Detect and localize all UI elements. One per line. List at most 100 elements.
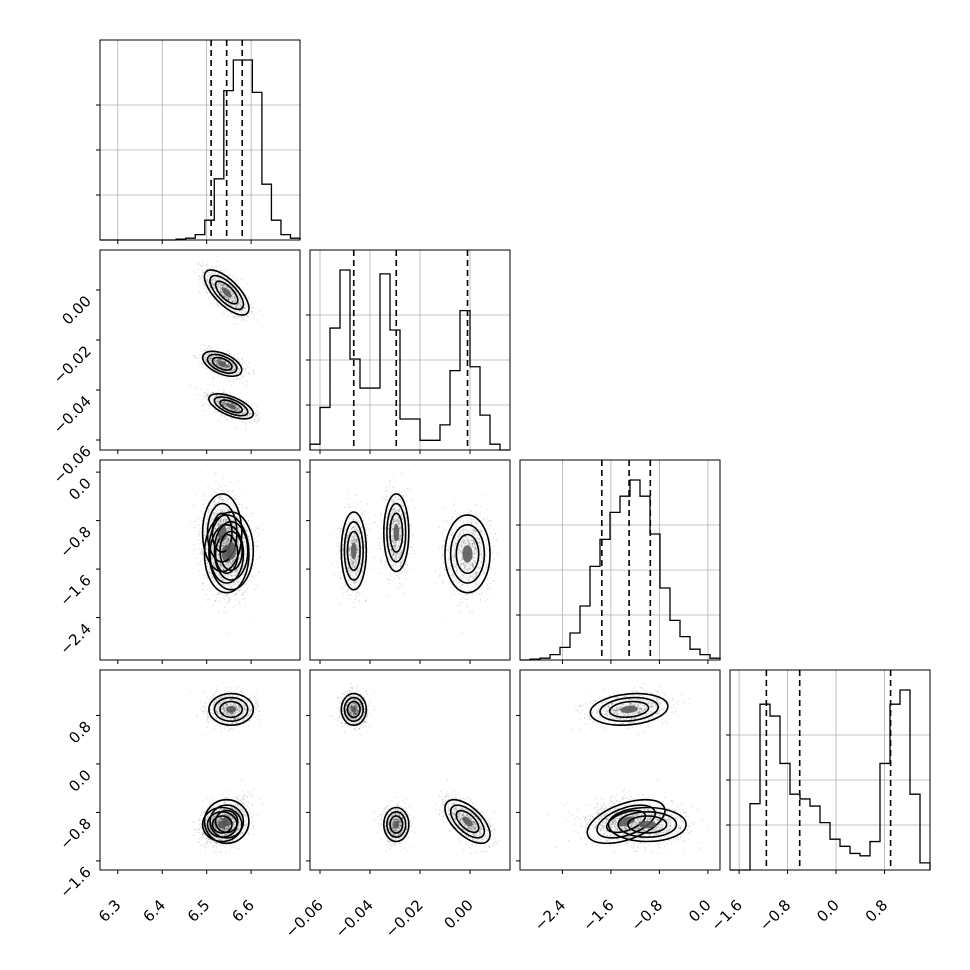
sample-point — [198, 291, 200, 293]
sample-point — [204, 495, 207, 497]
sample-point — [252, 306, 254, 308]
sample-point — [244, 412, 246, 414]
sample-point — [189, 384, 192, 387]
sample-point — [232, 518, 234, 520]
sample-point — [229, 379, 231, 381]
sample-point — [246, 306, 248, 308]
sample-point — [208, 573, 210, 575]
sample-point — [202, 283, 205, 285]
sample-point — [241, 382, 244, 384]
sample-point — [232, 300, 234, 302]
sample-point — [247, 371, 250, 374]
sample-point — [247, 400, 249, 403]
sample-point — [213, 403, 215, 406]
sample-point — [221, 284, 223, 287]
sample-point — [234, 409, 236, 411]
sample-point — [221, 349, 224, 351]
sample-point — [208, 271, 211, 274]
sample-point — [218, 277, 220, 279]
sample-point — [238, 297, 240, 299]
sample-point — [228, 365, 231, 368]
sample-point — [252, 408, 254, 410]
sample-point — [243, 320, 245, 322]
sample-point — [212, 282, 214, 284]
sample-point — [222, 597, 224, 599]
sample-point — [216, 597, 218, 599]
sample-point — [221, 292, 224, 294]
sample-point — [204, 356, 206, 358]
sample-point — [239, 299, 241, 302]
sample-point — [229, 304, 231, 306]
sample-point — [207, 565, 209, 568]
sample-point — [216, 304, 219, 306]
sample-point — [256, 415, 259, 417]
sample-point — [221, 293, 224, 296]
sample-point — [242, 367, 245, 369]
sample-point — [219, 282, 221, 284]
sample-point — [227, 306, 229, 309]
sample-point — [234, 306, 237, 308]
sample-point — [208, 296, 210, 299]
sample-point — [235, 373, 237, 376]
sample-point — [215, 279, 217, 281]
sample-point — [234, 301, 236, 303]
sample-point — [236, 589, 239, 592]
sample-point — [241, 358, 243, 361]
sample-point — [193, 504, 195, 507]
sample-point — [219, 287, 222, 289]
sample-point — [242, 377, 244, 379]
sample-point — [229, 408, 232, 410]
sample-point — [222, 284, 225, 286]
sample-point — [239, 301, 242, 303]
sample-point — [211, 278, 213, 281]
sample-point — [232, 310, 235, 312]
sample-point — [240, 304, 242, 306]
sample-point — [216, 402, 218, 404]
sample-point — [203, 585, 205, 587]
sample-point — [222, 286, 224, 288]
sample-point — [227, 490, 229, 492]
sample-point — [219, 288, 222, 290]
sample-point — [247, 579, 249, 582]
sample-point — [199, 354, 201, 356]
sample-point — [244, 547, 246, 550]
sample-point — [240, 309, 242, 312]
sample-point — [237, 295, 240, 297]
sample-point — [241, 309, 243, 311]
sample-point — [239, 310, 242, 312]
sample-point — [227, 610, 229, 613]
sample-point — [195, 272, 197, 274]
sample-point — [200, 276, 202, 279]
sample-point — [206, 278, 208, 281]
sample-point — [210, 574, 213, 576]
sample-point — [202, 271, 204, 273]
sample-point — [203, 493, 205, 495]
sample-point — [205, 548, 207, 550]
sample-point — [221, 269, 223, 271]
sample-point — [235, 291, 237, 294]
sample-point — [248, 361, 250, 364]
sample-point — [217, 273, 219, 276]
sample-point — [249, 312, 251, 314]
sample-point — [199, 553, 201, 555]
sample-point — [213, 288, 215, 290]
sample-point — [205, 289, 208, 291]
sample-point — [219, 289, 222, 291]
sample-point — [200, 541, 202, 543]
sample-point — [225, 295, 227, 298]
sample-point — [238, 479, 240, 481]
sample-point — [219, 264, 221, 267]
sample-point — [218, 411, 220, 414]
sample-point — [241, 503, 243, 506]
sample-point — [225, 285, 227, 288]
sample-point — [203, 288, 206, 290]
sample-point — [201, 550, 203, 553]
sample-point — [232, 368, 235, 370]
sample-point — [239, 304, 241, 306]
sample-point — [221, 285, 224, 288]
sample-point — [203, 344, 206, 347]
sample-point — [205, 593, 207, 595]
sample-point — [220, 290, 222, 293]
sample-point — [222, 284, 224, 286]
sample-point — [208, 571, 210, 573]
